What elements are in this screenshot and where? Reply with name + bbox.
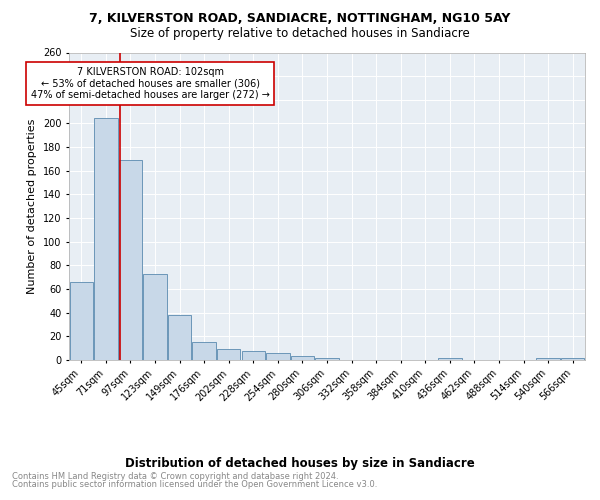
Bar — [119, 160, 142, 360]
Text: Contains HM Land Registry data © Crown copyright and database right 2024.: Contains HM Land Registry data © Crown c… — [12, 472, 338, 481]
Text: Contains public sector information licensed under the Open Government Licence v3: Contains public sector information licen… — [12, 480, 377, 489]
Bar — [168, 315, 191, 360]
Bar — [561, 358, 584, 360]
Text: 7 KILVERSTON ROAD: 102sqm
← 53% of detached houses are smaller (306)
47% of semi: 7 KILVERSTON ROAD: 102sqm ← 53% of detac… — [31, 66, 269, 100]
Text: Distribution of detached houses by size in Sandiacre: Distribution of detached houses by size … — [125, 458, 475, 470]
Bar — [266, 353, 290, 360]
Bar — [193, 342, 216, 360]
Bar — [70, 282, 93, 360]
Bar — [242, 350, 265, 360]
Bar — [316, 358, 338, 360]
Bar — [438, 358, 461, 360]
Bar — [217, 350, 241, 360]
Bar — [291, 356, 314, 360]
Text: 7, KILVERSTON ROAD, SANDIACRE, NOTTINGHAM, NG10 5AY: 7, KILVERSTON ROAD, SANDIACRE, NOTTINGHA… — [89, 12, 511, 26]
Text: Size of property relative to detached houses in Sandiacre: Size of property relative to detached ho… — [130, 28, 470, 40]
Bar — [143, 274, 167, 360]
Bar — [536, 358, 560, 360]
Y-axis label: Number of detached properties: Number of detached properties — [27, 118, 37, 294]
Bar — [94, 118, 118, 360]
